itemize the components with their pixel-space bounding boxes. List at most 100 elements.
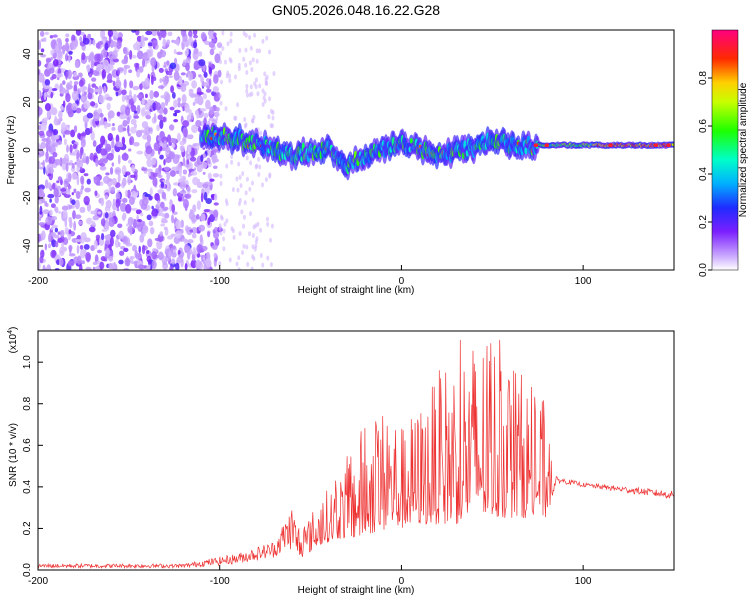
spectrogram-noise-blob (200, 213, 206, 222)
spectrogram-noise-blob (207, 231, 211, 238)
spectrogram-noise-blob (140, 35, 145, 43)
spectrogram-noise-blob (145, 30, 153, 36)
spectrogram-noise-blob (205, 258, 212, 268)
spectrogram-noise-blob (145, 153, 153, 160)
spectrogram-noise-blob (125, 189, 128, 197)
spectrogram-noise-blob (182, 120, 190, 128)
spectrogram-noise-blob (104, 234, 111, 241)
spectrogram-noise-blob (77, 132, 81, 140)
spectrogram-noise-blob (117, 69, 121, 76)
spectrogram-noise-blob (194, 97, 200, 104)
spectrogram-noise-blob (79, 206, 86, 213)
spectrogram-noise-blob (196, 109, 199, 120)
spectrogram-noise-blob (38, 160, 41, 169)
spectrogram-noise-blob (122, 119, 128, 127)
spectrogram-noise-blob (153, 76, 157, 82)
spectrogram-noise-blob (73, 188, 77, 194)
spectrogram-noise-blob (163, 226, 168, 231)
spectrogram-noise-blob (149, 126, 153, 135)
spectrogram-noise-blob (69, 220, 73, 229)
spectrogram-noise-blob (237, 66, 241, 72)
spectrogram-noise-blob (59, 105, 64, 110)
spectrogram-noise-blob (99, 162, 106, 167)
spectrogram-noise-blob (48, 67, 55, 74)
spectrogram-noise-blob (92, 140, 97, 147)
spectrogram-noise-blob (132, 141, 140, 147)
spectrogram-noise-blob (83, 243, 90, 250)
spectrogram-noise-blob (77, 220, 83, 226)
spectrogram-ridge-core (409, 138, 414, 144)
y-tick-label: 1.0 (22, 355, 33, 369)
spectrogram-noise-blob (248, 186, 252, 192)
spectrogram-noise-blob (84, 187, 91, 193)
spectrogram-noise-blob (44, 243, 48, 251)
spectrogram-noise-blob (245, 176, 249, 182)
spectrogram-noise-blob (61, 122, 67, 132)
spectrogram-y-ticks: -40 -20 0 20 40 (22, 48, 43, 253)
spectrogram-noise-blob (90, 210, 97, 215)
spectrogram-noise-blob (217, 69, 222, 78)
spectrogram-noise-blob (212, 173, 220, 178)
spectrogram-noise-blob (58, 110, 63, 120)
spectrogram-noise-blob (51, 215, 58, 221)
spectrogram-noise-blob (249, 160, 253, 166)
spectrogram-noise-blob (93, 239, 98, 250)
spectrogram-noise-blob (208, 66, 213, 75)
spectrogram-noise-blob (265, 81, 269, 87)
spectrogram-noise-blob (208, 148, 211, 157)
spectrogram-noise-blob (85, 266, 92, 270)
x-tick-label: -100 (210, 576, 230, 587)
spectrogram-noise-blob (223, 221, 227, 227)
spectrogram-x-ticks: -200 -100 0 100 (28, 265, 592, 287)
spectrogram-noise-blob (175, 230, 182, 239)
spectrogram-noise-blob (264, 77, 268, 83)
spectrogram-noise-blob (52, 152, 58, 158)
x-tick-label: 100 (575, 576, 592, 587)
spectrogram-noise-blob (245, 155, 249, 161)
spectrogram-noise-blob (264, 177, 268, 183)
spectrogram-noise-blob (211, 155, 217, 164)
spectrogram-noise-blob (171, 214, 175, 224)
spectrogram-noise-blob (67, 260, 75, 267)
spectrogram-ridge-peak (544, 143, 549, 147)
spectrogram-noise-blob (184, 262, 188, 270)
spectrogram-noise-blob (179, 181, 187, 190)
spectrogram-noise-blob (161, 191, 167, 200)
spectrogram-noise-blob (158, 67, 164, 73)
spectrogram-noise-blob (160, 223, 166, 227)
y-tick-label: 40 (22, 48, 33, 60)
spectrogram-noise-blob (90, 131, 95, 141)
spectrogram-noise-blob (134, 249, 138, 259)
spectrogram-noise-blob (180, 30, 187, 37)
spectrogram-noise-blob (54, 227, 59, 233)
spectrogram-noise-blob (118, 242, 121, 248)
spectrogram-noise-blob (146, 158, 153, 168)
spectrogram-noise-blob (162, 116, 166, 123)
spectrogram-noise-blob (250, 266, 254, 270)
spectrogram-noise-blob (258, 164, 262, 170)
chart-title: GN05.2026.048.16.22.G28 (272, 2, 440, 18)
spectrogram-noise-blob (203, 117, 207, 126)
spectrogram-noise-blob (79, 244, 84, 250)
spectrogram-noise-blob (196, 181, 204, 189)
spectrogram-noise-blob (79, 166, 83, 171)
spectrogram-noise-blob (245, 70, 249, 76)
svg-text:(x104): (x104) (7, 327, 19, 354)
spectrogram-noise-blob (114, 238, 120, 248)
spectrogram-noise-blob (124, 257, 131, 267)
y-tick-label: 0.0 (22, 563, 33, 577)
spectrogram-noise-blob (162, 38, 167, 48)
spectrogram-noise-blob (173, 119, 179, 123)
snr-x-ticks: -200 -100 0 100 (28, 565, 592, 587)
spectrogram-noise-blob (121, 153, 129, 161)
spectrogram-noise-blob (238, 174, 242, 180)
spectrogram-noise-blob (92, 39, 96, 46)
spectrogram-noise-blob (196, 91, 204, 96)
spectrogram-noise-blob (159, 201, 165, 209)
spectrogram-noise-blob (142, 58, 146, 68)
spectrogram-noise-blob (103, 175, 110, 184)
spectrogram-noise-blob (83, 100, 91, 109)
spectrogram-noise-blob (115, 198, 120, 209)
spectrogram-noise-blob (127, 216, 134, 227)
spectrogram-noise-blob (157, 85, 165, 89)
